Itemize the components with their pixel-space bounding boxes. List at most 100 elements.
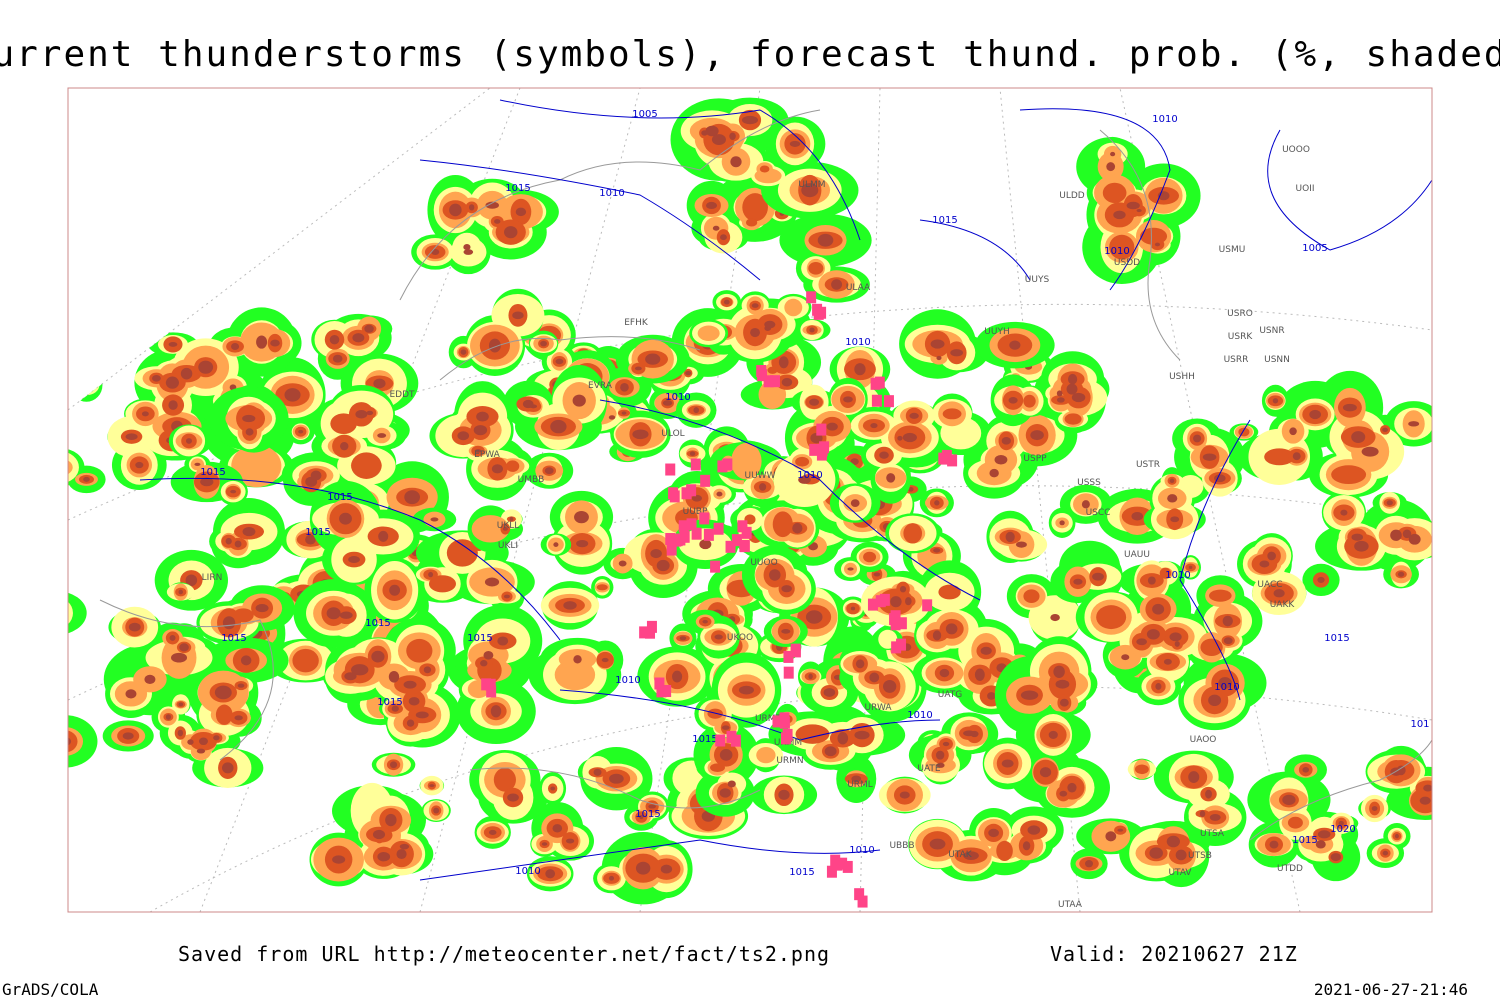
probability-blob	[68, 344, 111, 384]
thunderstorm-symbol	[826, 865, 837, 878]
probability-blob	[905, 597, 912, 606]
probability-blob	[693, 407, 700, 414]
station-label: URML	[847, 780, 873, 790]
probability-blob	[245, 428, 254, 436]
isobar	[919, 219, 1031, 281]
probability-blob	[1351, 533, 1364, 541]
thunderstorm-symbol	[790, 645, 801, 658]
probability-blob	[798, 476, 811, 484]
probability-blob	[817, 233, 834, 247]
probability-blob	[886, 473, 896, 483]
station-label: EDDT	[389, 390, 415, 400]
probability-blob	[883, 679, 897, 693]
thunderstorm-symbol	[485, 678, 496, 691]
thunderstorm-symbol	[675, 533, 686, 546]
probability-blob	[781, 378, 793, 387]
probability-blob	[406, 638, 433, 663]
probability-blob	[772, 511, 793, 538]
thunderstorm-symbol	[715, 734, 726, 747]
station-label: UTDD	[1277, 864, 1303, 874]
probability-blob	[855, 659, 865, 669]
probability-blob	[899, 791, 910, 799]
probability-blob	[1085, 860, 1094, 868]
probability-blob	[738, 685, 754, 695]
probability-blob	[989, 468, 999, 478]
probability-blob	[639, 814, 644, 820]
probability-blob	[714, 634, 723, 640]
probability-blob	[808, 673, 813, 680]
probability-blob	[1009, 340, 1021, 350]
probability-blob	[1155, 683, 1162, 690]
isobar-label: 1010	[797, 470, 822, 481]
probability-blob	[1064, 413, 1082, 425]
station-label: USSS	[1077, 478, 1101, 488]
probability-blob	[809, 398, 820, 406]
isobar	[139, 477, 561, 641]
probability-blob	[326, 607, 341, 620]
isobar-label: 1010	[849, 845, 874, 856]
probability-blob	[1154, 242, 1161, 247]
probability-blob	[1264, 448, 1295, 466]
thunderstorm-symbol	[806, 291, 817, 304]
probability-blob	[522, 399, 534, 409]
probability-blob	[377, 433, 387, 438]
probability-blob	[1022, 841, 1031, 851]
thunderstorm-symbol	[686, 484, 697, 497]
probability-blob	[1351, 431, 1366, 443]
probability-blob	[507, 793, 519, 802]
probability-blob	[685, 371, 692, 376]
probability-blob	[994, 455, 1008, 465]
probability-blob	[234, 540, 242, 548]
probability-blob	[474, 449, 482, 453]
probability-blob	[371, 650, 385, 663]
probability-blob	[843, 396, 853, 403]
probability-blob	[950, 349, 964, 357]
isobar-label: 1015	[327, 492, 352, 503]
thunderstorm-symbol	[896, 617, 907, 630]
probability-blob	[1102, 182, 1127, 203]
probability-blob	[1188, 565, 1193, 570]
probability-blob	[1331, 465, 1367, 485]
source-url: Saved from URL http://meteocenter.net/fa…	[178, 942, 830, 966]
probability-blob	[767, 366, 778, 374]
thunderstorm-symbol	[819, 441, 830, 454]
probability-blob	[406, 719, 415, 727]
isobar-label: 1010	[845, 337, 870, 348]
probability-blob	[1169, 478, 1175, 484]
station-label: UTSB	[1188, 851, 1212, 861]
probability-blob	[908, 486, 914, 492]
probability-blob	[490, 705, 502, 718]
probability-blob	[310, 470, 322, 481]
probability-blob	[460, 349, 467, 355]
probability-blob	[789, 140, 801, 147]
probability-blob	[712, 225, 720, 231]
probability-blob	[1121, 654, 1130, 661]
probability-blob	[504, 226, 518, 239]
probability-blob	[332, 855, 346, 864]
probability-blob	[854, 730, 870, 740]
probability-blob	[544, 467, 554, 475]
probability-blob	[574, 510, 589, 524]
probability-blob	[144, 674, 156, 684]
station-label: UKLL	[497, 521, 520, 531]
station-label: UTAV	[1168, 868, 1192, 878]
thunderstorm-symbol	[772, 715, 783, 728]
probability-blob	[781, 585, 792, 593]
station-label: EPWA	[474, 450, 501, 460]
probability-blob	[809, 327, 815, 333]
isobar-label: 1010	[1152, 114, 1177, 125]
probability-blob	[934, 500, 940, 506]
probability-blob	[1222, 615, 1233, 627]
thunderstorm-symbol	[486, 685, 497, 698]
isobar-label: 1010	[599, 188, 624, 199]
thunderstorm-symbol	[690, 458, 701, 471]
isobar-label: 1015	[365, 618, 390, 629]
probability-blob	[711, 134, 726, 146]
probability-blob	[68, 599, 69, 627]
probability-blob	[1273, 589, 1285, 598]
probability-blob	[1408, 421, 1420, 427]
probability-blob	[903, 523, 923, 544]
probability-blob	[497, 636, 509, 646]
probability-blob	[56, 464, 65, 471]
probability-blob	[759, 165, 770, 173]
